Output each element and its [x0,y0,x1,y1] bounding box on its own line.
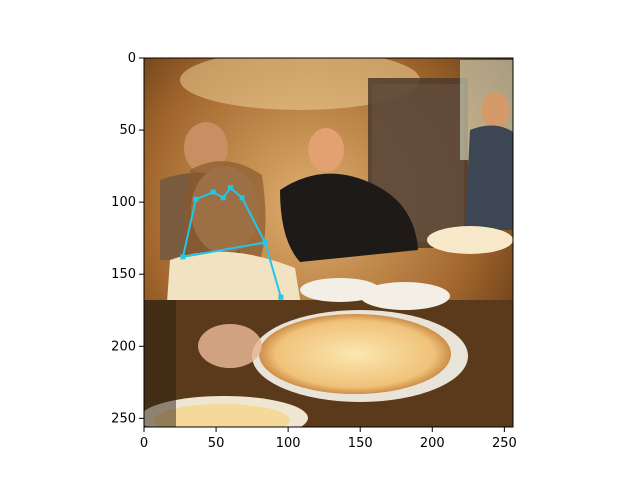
y-tick-label: 150 [111,267,136,282]
y-tick-label: 200 [111,339,136,354]
keypoint [278,294,284,300]
keypoint [193,196,199,202]
x-tick-label: 0 [140,436,148,451]
keypoint [262,240,268,245]
skeleton-edge [241,197,266,243]
y-tick-label: 250 [111,411,136,426]
keypoint [210,189,216,195]
keypoint [239,195,245,201]
axis-ticks: 0 50 100 150 200 250 0 50 100 150 200 250 [111,51,517,451]
skeleton-edge [182,241,266,258]
y-tick-label: 50 [119,123,136,138]
x-tick-label: 100 [276,436,301,451]
y-tick-label: 100 [111,195,136,210]
pose-overlay [180,185,284,300]
skeleton-edge [181,199,197,258]
keypoint [180,254,186,260]
x-tick-label: 250 [492,436,517,451]
x-tick-label: 150 [348,436,373,451]
axes-frame [143,57,514,428]
x-tick-label: 200 [420,436,445,451]
skeleton-edge [195,191,214,201]
photo [144,58,513,427]
keypoint [227,185,233,191]
x-tick-label: 50 [208,436,225,451]
y-tick-label: 0 [128,51,136,66]
keypoint [220,195,226,201]
skeleton-edge [264,242,282,298]
